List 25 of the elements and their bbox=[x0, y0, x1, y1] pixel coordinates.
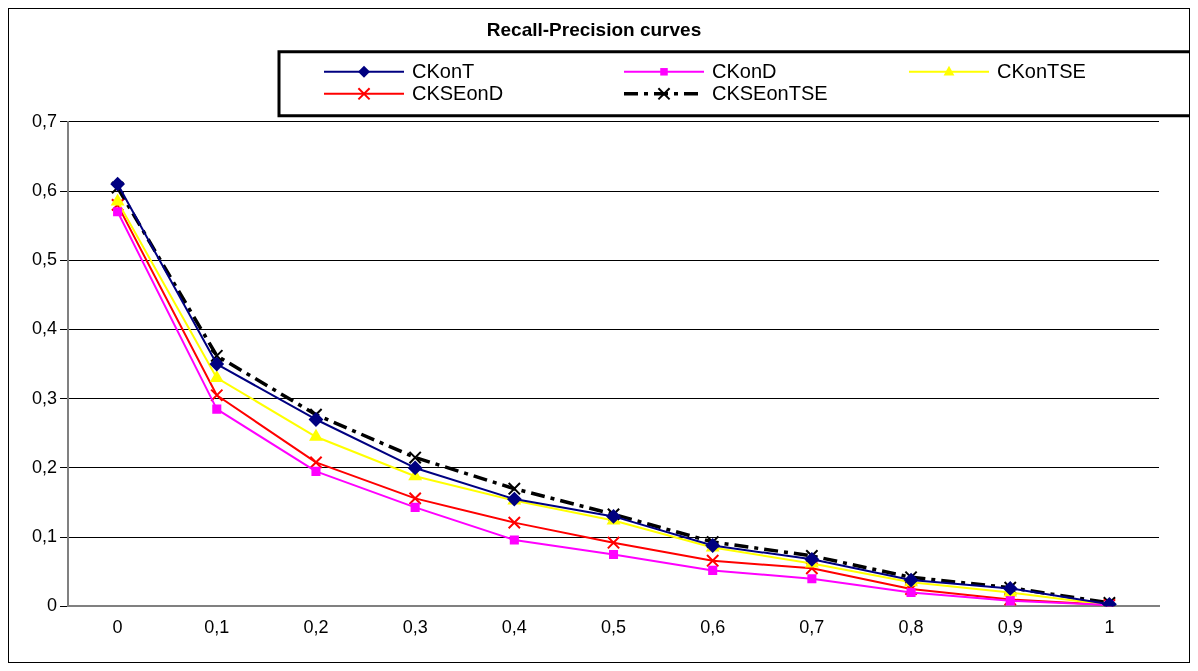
y-tick-label: 0,3 bbox=[31, 387, 58, 408]
y-tick-label: 0,2 bbox=[31, 456, 58, 477]
x-tick-label: 0,3 bbox=[402, 617, 428, 638]
y-tick-label: 0 bbox=[47, 595, 58, 616]
x-tick-label: 0,7 bbox=[799, 617, 825, 638]
chart-title: Recall-Precision curves bbox=[486, 18, 702, 40]
legend-label: CKonT bbox=[412, 60, 475, 83]
x-tick-label: 0,4 bbox=[501, 617, 527, 638]
x-tick-label: 0,8 bbox=[898, 617, 924, 638]
y-tick-label: 0,1 bbox=[31, 526, 58, 547]
x-tick-label: 0,1 bbox=[204, 617, 230, 638]
y-tick-label: 0,5 bbox=[31, 249, 58, 270]
y-tick-label: 0,7 bbox=[31, 110, 58, 131]
legend-label: CKSEonD bbox=[412, 82, 504, 105]
y-tick-label: 0,6 bbox=[31, 180, 58, 200]
x-tick-label: 0 bbox=[112, 617, 123, 638]
x-tick-label: 0,9 bbox=[997, 617, 1023, 638]
legend-label: CKonTSE bbox=[997, 60, 1086, 83]
x-tick-label: 0,6 bbox=[700, 617, 726, 638]
x-tick-label: 0,5 bbox=[601, 617, 627, 638]
x-tick-label: 0,2 bbox=[303, 617, 329, 638]
x-tick-label: 1 bbox=[1104, 617, 1115, 638]
legend-label: CKSEonTSE bbox=[712, 82, 828, 105]
legend-label: CKonD bbox=[712, 60, 777, 83]
y-tick-label: 0,4 bbox=[31, 318, 58, 339]
